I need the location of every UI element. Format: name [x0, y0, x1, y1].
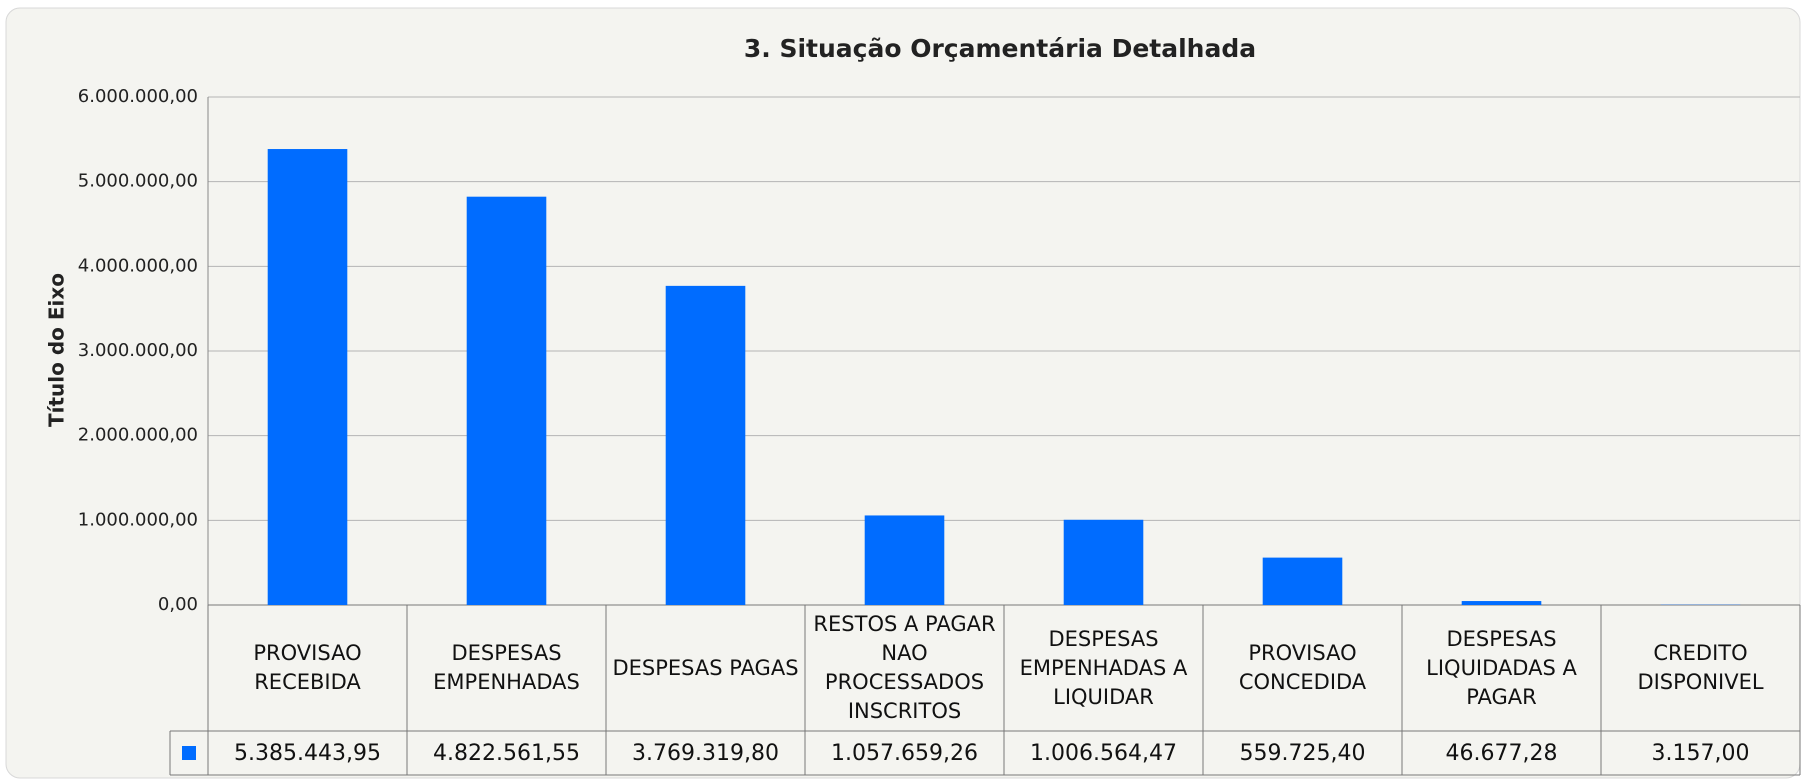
y-tick-label: 1.000.000,00: [78, 509, 198, 530]
value-label-box: 559.725,40: [1239, 740, 1366, 766]
chart-title: 3. Situação Orçamentária Detalhada: [744, 34, 1256, 63]
legend-key: [182, 746, 196, 760]
x-tick-label-box: DESPESAS PAGAS: [612, 655, 799, 680]
x-tick-label-box: DESPESAS EMPENHADAS A LIQUIDAR: [1019, 626, 1188, 709]
y-tick-label: 3.000.000,00: [78, 340, 198, 361]
y-tick-label: 2.000.000,00: [78, 425, 198, 446]
value-label: 46.677,28: [1445, 740, 1558, 766]
x-tick-label: DESPESAS PAGAS: [612, 655, 799, 680]
x-tick-label: CREDITO DISPONIVEL: [1637, 641, 1764, 694]
value-label: 5.385.443,95: [234, 740, 381, 766]
x-tick-label-box: PROVISAO CONCEDIDA: [1238, 641, 1367, 694]
bar: [1461, 601, 1542, 605]
x-tick-label: DESPESAS EMPENHADAS: [433, 641, 580, 694]
x-tick-label-box: CREDITO DISPONIVEL: [1637, 641, 1764, 694]
value-label-box: 1.057.659,26: [831, 740, 978, 766]
value-label: 3.769.319,80: [632, 740, 779, 766]
x-tick-label: PROVISAO RECEBIDA: [253, 641, 362, 694]
x-tick-label: RESTOS A PAGAR NAO PROCESSADOS INSCRITOS: [813, 612, 996, 723]
value-label: 1.006.564,47: [1030, 740, 1177, 766]
y-tick-label: 4.000.000,00: [78, 255, 198, 276]
x-tick-label-box: DESPESAS LIQUIDADAS A PAGAR: [1426, 626, 1577, 709]
x-tick-label-box: PROVISAO RECEBIDA: [253, 641, 362, 694]
y-tick-label: 6.000.000,00: [78, 86, 198, 107]
value-label: 4.822.561,55: [433, 740, 580, 766]
y-tick-label: 0,00: [158, 594, 198, 615]
bar: [267, 149, 348, 605]
value-label: 1.057.659,26: [831, 740, 978, 766]
value-label-box: 4.822.561,55: [433, 740, 580, 766]
chart-background: [5, 7, 1801, 779]
bar: [466, 196, 547, 605]
x-tick-label: DESPESAS EMPENHADAS A LIQUIDAR: [1019, 626, 1188, 709]
x-tick-label-box: RESTOS A PAGAR NAO PROCESSADOS INSCRITOS: [813, 612, 996, 723]
x-tick-label: PROVISAO CONCEDIDA: [1238, 641, 1367, 694]
value-label: 3.157,00: [1651, 740, 1750, 766]
value-label-box: 5.385.443,95: [234, 740, 381, 766]
bar: [1063, 519, 1144, 605]
value-label-box: 3.157,00: [1651, 740, 1750, 766]
bar: [1262, 557, 1343, 605]
x-tick-label-box: DESPESAS EMPENHADAS: [433, 641, 580, 694]
value-label-box: 1.006.564,47: [1030, 740, 1177, 766]
bar: [864, 515, 945, 605]
value-label: 559.725,40: [1239, 740, 1366, 766]
bar: [665, 285, 746, 605]
value-label-box: 46.677,28: [1445, 740, 1558, 766]
y-tick-label: 5.000.000,00: [78, 171, 198, 192]
x-tick-label: DESPESAS LIQUIDADAS A PAGAR: [1426, 626, 1577, 709]
y-axis-title: Título do Eixo: [45, 273, 69, 427]
value-label-box: 3.769.319,80: [632, 740, 779, 766]
